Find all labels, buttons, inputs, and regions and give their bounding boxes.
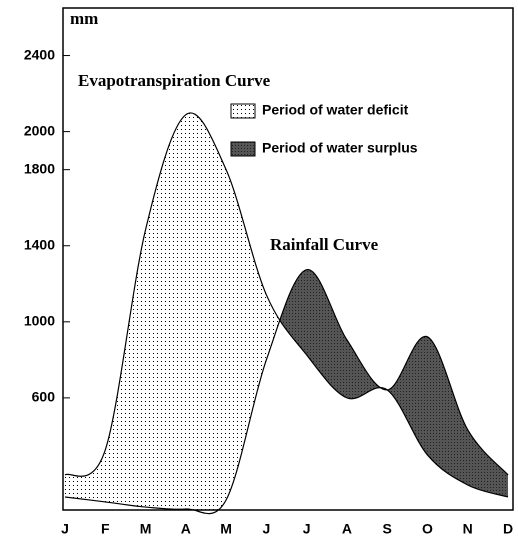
- curve-label: Rainfall Curve: [270, 235, 379, 254]
- x-tick-label: J: [61, 521, 69, 537]
- x-tick-label: A: [181, 521, 191, 537]
- y-tick-label: 1800: [24, 160, 55, 176]
- y-axis-label: mm: [70, 9, 98, 28]
- series-line: [64, 112, 509, 498]
- legend-swatch: [230, 103, 256, 119]
- y-tick-label: 600: [32, 389, 56, 405]
- plot-frame: [62, 7, 514, 511]
- x-tick-label: O: [422, 521, 433, 537]
- legend-label: Period of water deficit: [262, 102, 409, 118]
- legend-swatch: [230, 141, 256, 157]
- y-tick-label: 1000: [24, 313, 55, 329]
- x-tick-label: J: [303, 521, 311, 537]
- x-tick-label: M: [220, 521, 232, 537]
- y-tick-label: 2400: [24, 46, 55, 62]
- x-tick-label: S: [383, 521, 392, 537]
- y-tick-label: 1400: [24, 236, 55, 252]
- x-tick-label: D: [503, 521, 513, 537]
- x-tick-label: J: [262, 521, 270, 537]
- curve-label: Evapotranspiration Curve: [78, 71, 271, 90]
- legend-label: Period of water surplus: [262, 140, 418, 156]
- x-tick-label: M: [140, 521, 152, 537]
- x-tick-label: F: [101, 521, 110, 537]
- x-tick-label: A: [342, 521, 352, 537]
- x-tick-label: N: [463, 521, 473, 537]
- series-line: [64, 269, 509, 515]
- y-tick-label: 2000: [24, 122, 55, 138]
